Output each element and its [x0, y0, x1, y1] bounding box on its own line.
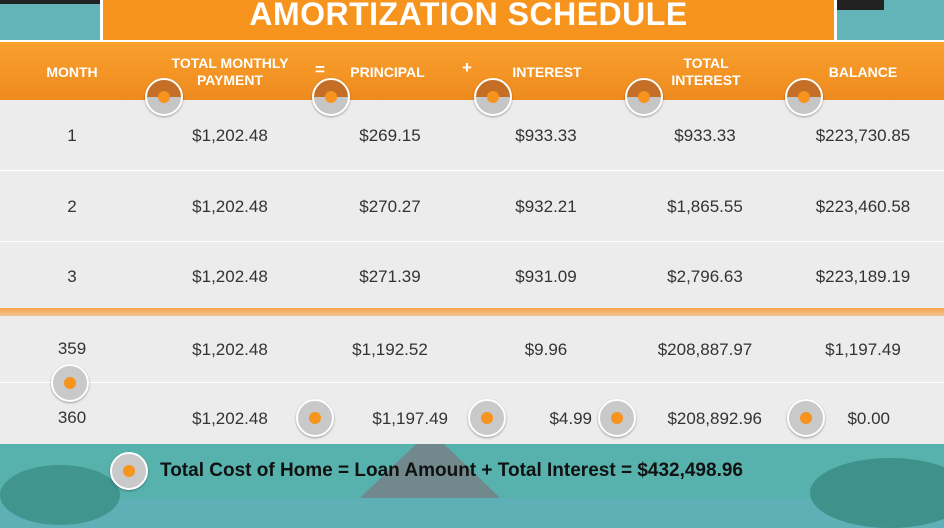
cell-principal: $271.39 — [359, 267, 421, 286]
cell-interest: $931.09 — [515, 267, 577, 286]
cell-payment: $1,202.48 — [192, 409, 268, 428]
cell-payment: $1,202.48 — [192, 340, 268, 359]
total-cost-summary: Total Cost of Home = Loan Amount + Total… — [160, 460, 743, 481]
cell-principal: $270.27 — [359, 197, 421, 216]
cell-total-interest: $1,865.55 — [667, 197, 743, 216]
table-body-bottom: 359 $1,202.48 $1,192.52 $9.96 $208,887.9… — [0, 316, 944, 444]
cell-month: 3 — [67, 267, 77, 286]
hotspot-payment[interactable] — [145, 78, 183, 116]
hotspot-interest[interactable] — [474, 78, 512, 116]
header-principal: PRINCIPAL — [350, 63, 425, 80]
cell-balance: $223,189.19 — [815, 267, 911, 286]
hotspot-total-cost[interactable] — [110, 452, 148, 490]
cell-total-interest: $208,892.96 — [667, 409, 762, 428]
cell-payment: $1,202.48 — [192, 197, 268, 216]
cell-interest: $932.21 — [515, 197, 577, 216]
header-total-interest: TOTAL INTEREST — [671, 55, 741, 88]
page-title: AMORTIZATION SCHEDULE — [249, 0, 688, 32]
cell-balance: $223,460.58 — [815, 197, 911, 216]
header-total-monthly-payment: TOTAL MONTHLY PAYMENT — [171, 55, 289, 88]
table-row: 2 $1,202.48 $270.27 $932.21 $1,865.55 $2… — [0, 171, 944, 242]
hotspot-interest-final[interactable] — [468, 399, 506, 437]
bush-right — [810, 458, 944, 528]
window-corner-left — [0, 0, 165, 4]
hotspot-balance[interactable] — [785, 78, 823, 116]
header-month: MONTH — [46, 63, 98, 80]
cell-balance: $0.00 — [847, 409, 890, 428]
table-row: 3 $1,202.48 $271.39 $931.09 $2,796.63 $2… — [0, 242, 944, 312]
cell-payment: $1,202.48 — [192, 126, 268, 145]
table-row: 359 $1,202.48 $1,192.52 $9.96 $208,887.9… — [0, 316, 944, 383]
hotspot-principal[interactable] — [312, 78, 350, 116]
cell-interest: $9.96 — [524, 340, 568, 359]
cell-principal: $1,192.52 — [352, 340, 428, 359]
cell-payment: $1,202.48 — [192, 267, 268, 286]
cell-balance: $223,730.85 — [815, 126, 911, 145]
row-gap-divider — [0, 308, 944, 316]
cell-month: 360 — [57, 408, 87, 427]
header-balance: BALANCE — [828, 63, 898, 80]
hotspot-total-interest-final[interactable] — [598, 399, 636, 437]
hotspot-principal-final[interactable] — [296, 399, 334, 437]
table-body-top: 1 $1,202.48 $269.15 $933.33 $933.33 $223… — [0, 100, 944, 310]
header-interest: INTEREST — [512, 63, 582, 80]
title-banner: AMORTIZATION SCHEDULE — [100, 0, 837, 40]
cell-month: 359 — [57, 339, 87, 358]
cell-interest: $4.99 — [549, 409, 592, 428]
plus-sign: + — [462, 58, 472, 77]
cell-principal: $1,197.49 — [372, 409, 448, 428]
table-row: 1 $1,202.48 $269.15 $933.33 $933.33 $223… — [0, 100, 944, 171]
equals-sign: = — [315, 60, 325, 79]
cell-month: 1 — [67, 126, 77, 145]
hotspot-total-interest[interactable] — [625, 78, 663, 116]
cell-month: 2 — [67, 197, 77, 216]
table-row: 360 $1,202.48 $1,197.49 $4.99 $208,892.9… — [0, 383, 944, 444]
bush-left — [0, 465, 120, 525]
cell-total-interest: $2,796.63 — [667, 267, 743, 286]
cell-balance: $1,197.49 — [825, 340, 901, 359]
cell-principal: $269.15 — [359, 126, 421, 145]
cell-total-interest: $933.33 — [674, 126, 736, 145]
hotspot-month-360[interactable] — [51, 364, 89, 402]
cell-total-interest: $208,887.97 — [657, 340, 753, 359]
hotspot-balance-final[interactable] — [787, 399, 825, 437]
cell-interest: $933.33 — [515, 126, 577, 145]
